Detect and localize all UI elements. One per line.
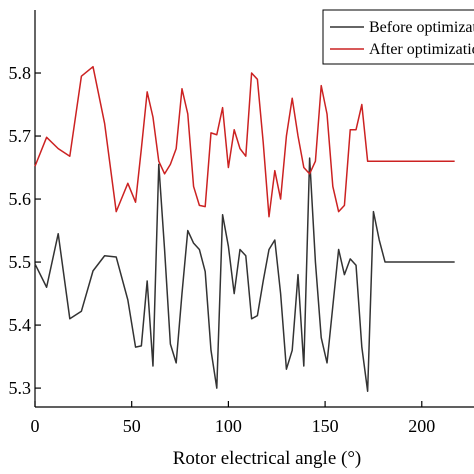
y-tick-label: 5.5 (9, 252, 32, 272)
y-tick-label: 5.7 (9, 126, 32, 146)
legend-entry: After optimization (369, 41, 474, 58)
legend-entry: Before optimization (369, 19, 474, 36)
y-tick-label: 5.4 (9, 315, 32, 335)
x-tick-label: 150 (312, 416, 339, 436)
x-axis-label: Rotor electrical angle (°) (173, 448, 362, 469)
x-tick-label: 50 (123, 416, 141, 436)
plot-frame (34, 10, 474, 408)
series-line-after-optimization (34, 65, 455, 218)
y-tick-label: 5.6 (9, 189, 32, 209)
x-axis-ticks: 0 50 100 150 200 (31, 401, 435, 436)
y-tick-label: 5.3 (9, 378, 32, 398)
legend-box (322, 9, 474, 65)
x-tick-label: 0 (31, 416, 40, 436)
y-tick-label: 5.8 (9, 63, 32, 83)
y-axis-ticks: 5.3 5.4 5.5 5.6 5.7 5.8 (9, 63, 41, 398)
series-layer (34, 65, 455, 392)
legend: Before optimization After optimization (322, 9, 474, 65)
x-tick-label: 200 (408, 416, 435, 436)
x-tick-label: 100 (215, 416, 242, 436)
series-line-before-optimization (34, 157, 455, 392)
